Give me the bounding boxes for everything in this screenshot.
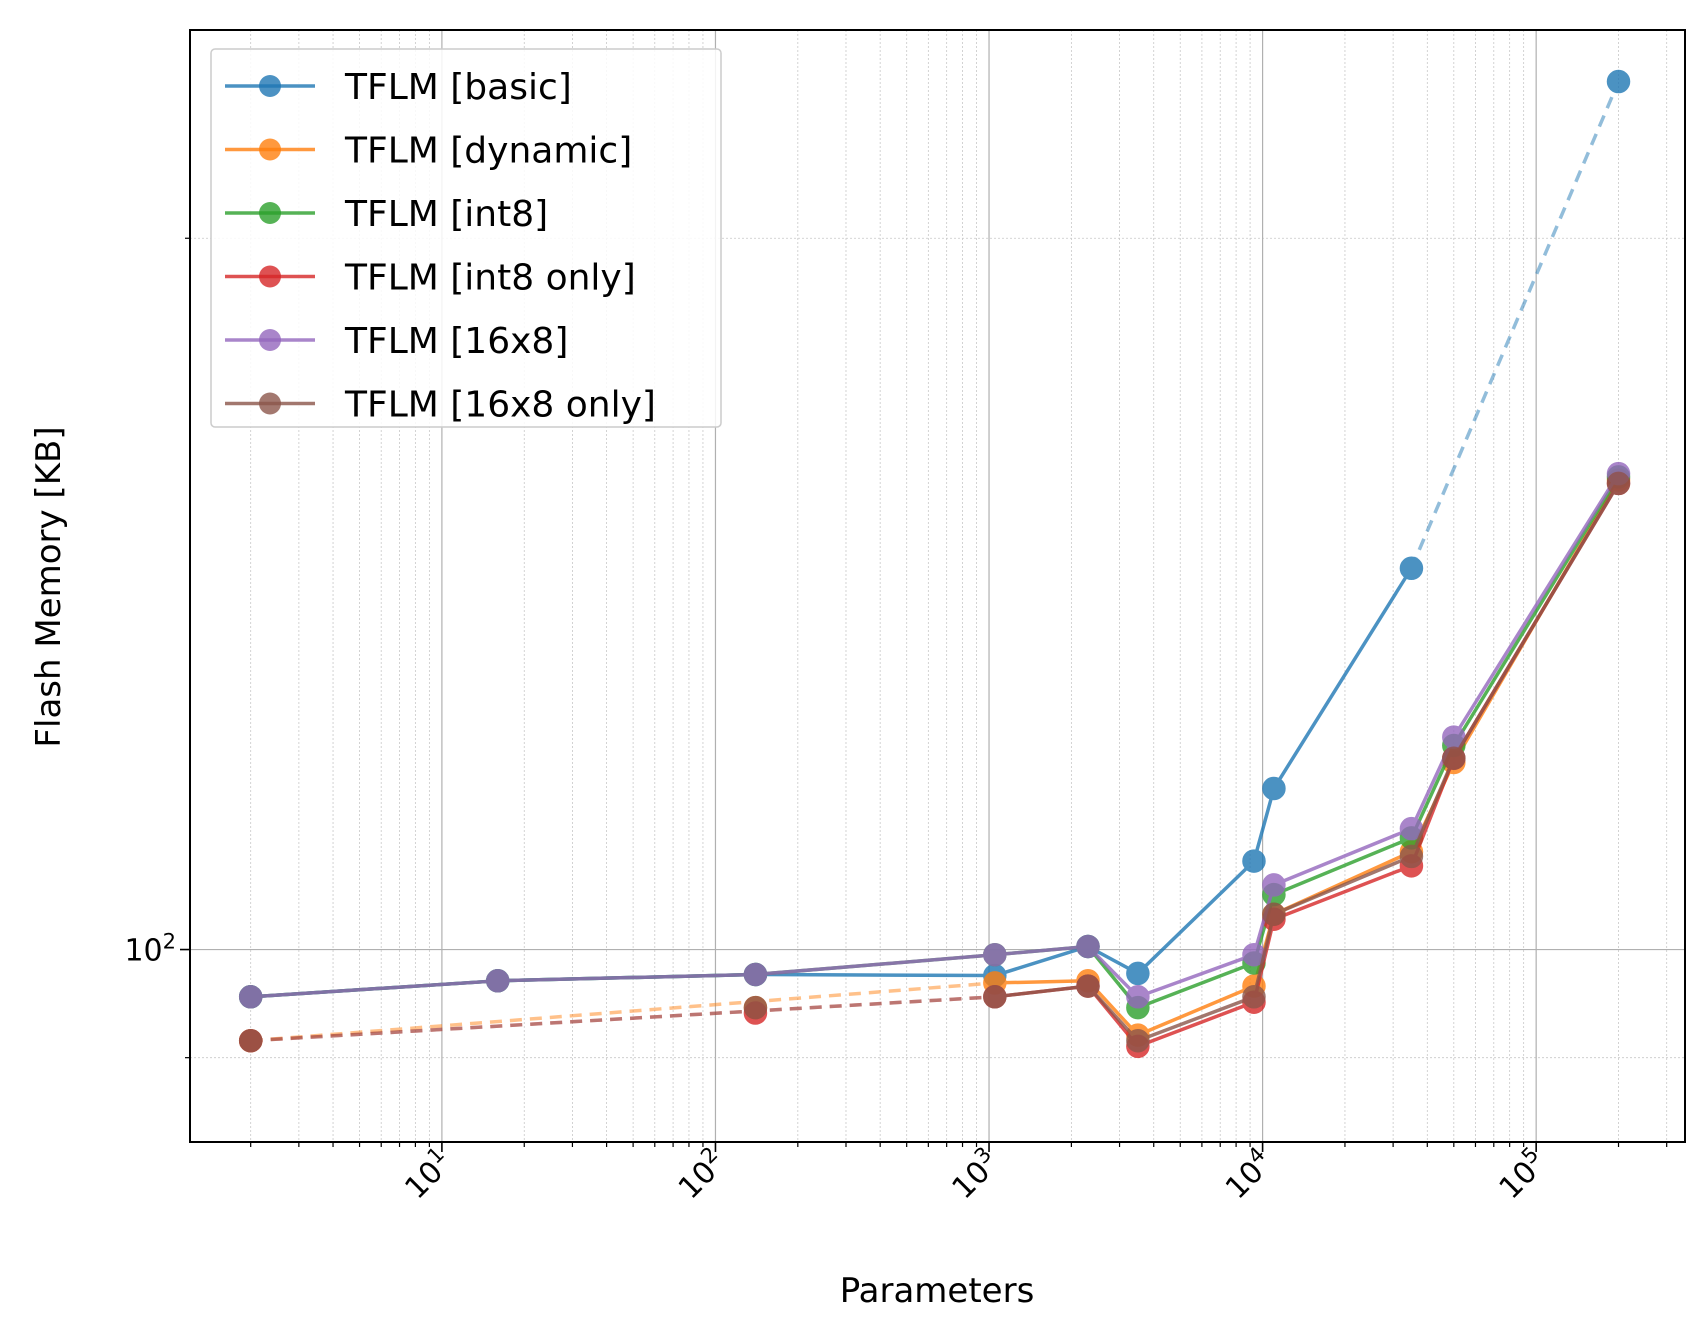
y-tick-label: 102 <box>124 930 176 969</box>
legend-marker <box>259 392 281 415</box>
series-point <box>485 969 510 993</box>
series-point <box>1076 974 1100 998</box>
legend-label: TFLM [16x8 only] <box>344 385 656 426</box>
series-point <box>983 985 1007 1009</box>
series-point <box>1242 849 1266 873</box>
legend-label: TFLM [basic] <box>344 67 572 108</box>
series-point <box>1262 902 1286 927</box>
series-point <box>743 962 768 987</box>
legend-marker <box>259 329 281 351</box>
series-point <box>1399 556 1424 581</box>
series-point <box>1242 985 1266 1009</box>
legend-marker <box>259 265 281 288</box>
legend-label: TFLM [int8] <box>344 194 548 235</box>
series-point <box>1262 776 1286 801</box>
series-point <box>1442 746 1466 770</box>
y-axis-label: Flash Memory [KB] <box>29 426 69 747</box>
series-point <box>238 1028 263 1053</box>
series-point <box>1606 69 1631 94</box>
series-layer <box>238 69 1631 1059</box>
series-dashed-segment <box>250 981 995 1043</box>
x-axis-label: Parameters <box>840 1271 1035 1311</box>
legend-marker <box>259 75 281 97</box>
series-point <box>1126 985 1150 1009</box>
series-4 <box>238 461 1631 1009</box>
series-point <box>1126 1028 1150 1053</box>
series-point <box>743 995 768 1020</box>
legend-label: TFLM [16x8] <box>344 321 568 362</box>
series-point <box>1076 934 1100 959</box>
series-dashed-segment <box>250 995 995 1043</box>
series-point <box>1399 844 1424 869</box>
legend-label: TFLM [int8 only] <box>344 258 636 299</box>
legend-marker <box>259 202 281 224</box>
legend: TFLM [basic] TFLM [dynamic] TFLM [int8] TFL… <box>210 48 722 428</box>
plot-frame <box>189 29 1686 1143</box>
series-5 <box>238 471 1631 1053</box>
series-point <box>1606 471 1631 496</box>
series-point <box>983 942 1007 967</box>
series-dashed-segment <box>1409 80 1621 569</box>
series-point <box>1126 961 1150 986</box>
legend-box <box>210 48 722 428</box>
series-point <box>1262 873 1286 897</box>
series-line <box>994 482 1621 1043</box>
series-dashed-segment <box>250 995 995 1043</box>
legend-marker <box>259 138 281 161</box>
series-point <box>238 985 263 1009</box>
legend-label: TFLM [dynamic] <box>344 131 632 172</box>
